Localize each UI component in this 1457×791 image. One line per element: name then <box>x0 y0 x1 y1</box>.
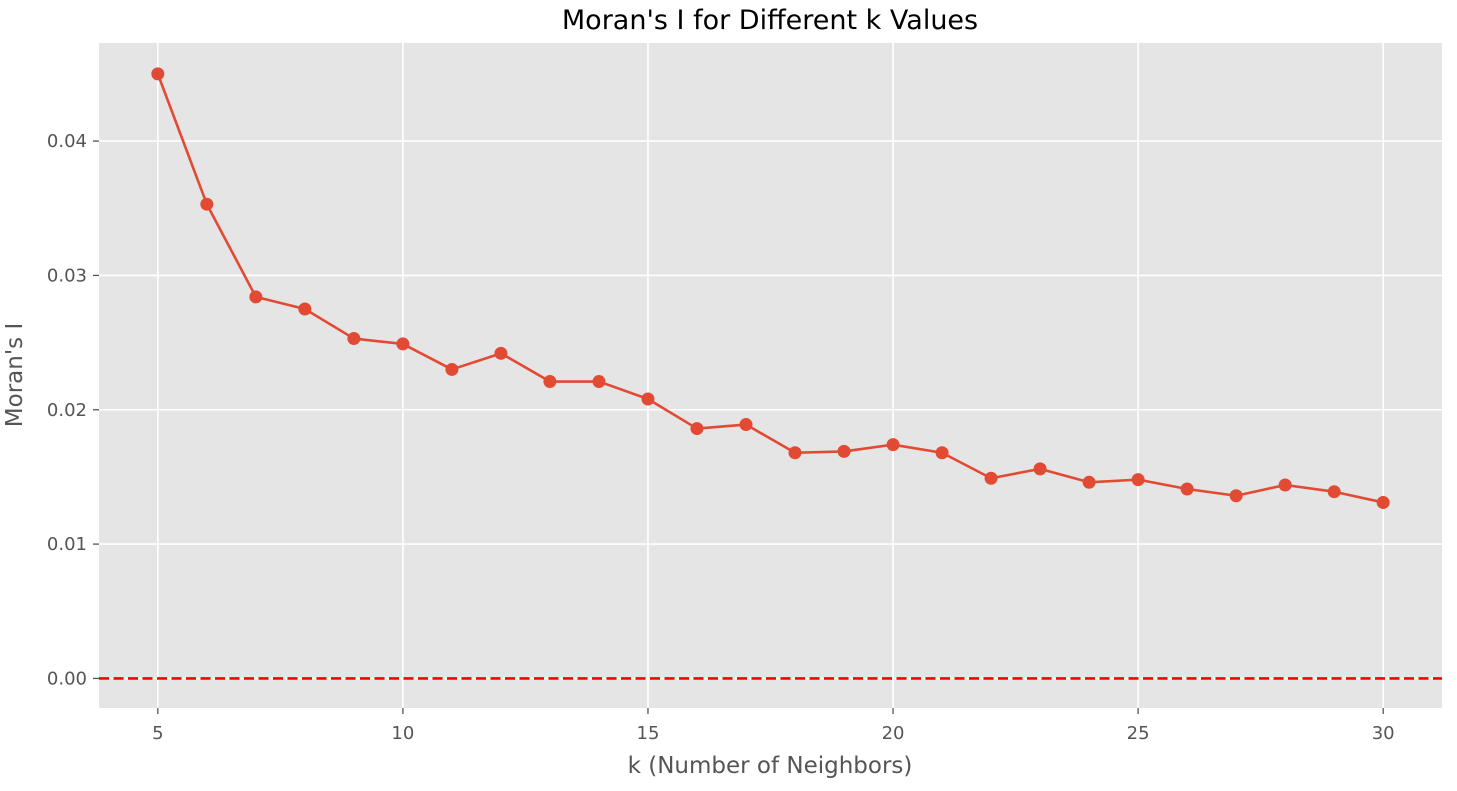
data-point <box>886 438 900 452</box>
y-tick-label: 0.00 <box>47 668 87 689</box>
y-tick-label: 0.03 <box>47 265 87 286</box>
x-tick-label: 20 <box>882 723 905 744</box>
data-point <box>837 444 851 458</box>
data-point <box>298 302 312 316</box>
x-axis-ticks: 5 10 15 20 25 30 <box>152 708 1395 744</box>
y-axis-ticks: 0.00 0.01 0.02 0.03 0.04 <box>47 131 99 689</box>
data-point <box>788 446 802 460</box>
y-tick-label: 0.04 <box>47 131 87 152</box>
data-point <box>445 362 459 376</box>
data-point <box>1082 475 1096 489</box>
x-tick-label: 25 <box>1127 723 1150 744</box>
data-point <box>592 375 606 389</box>
data-point <box>494 346 508 360</box>
data-point <box>1376 495 1390 509</box>
y-axis-label: Moran's I <box>2 323 28 427</box>
data-point <box>739 418 753 432</box>
y-tick-label: 0.01 <box>47 534 87 555</box>
data-point <box>200 197 214 211</box>
x-tick-label: 30 <box>1372 723 1395 744</box>
data-point <box>151 67 165 81</box>
x-tick-label: 10 <box>391 723 414 744</box>
data-point <box>984 471 998 485</box>
data-point <box>935 446 949 460</box>
chart-title: Moran's I for Different k Values <box>562 5 978 36</box>
y-tick-label: 0.02 <box>47 400 87 421</box>
x-tick-label: 5 <box>152 723 163 744</box>
data-point <box>1180 482 1194 496</box>
x-axis-label: k (Number of Neighbors) <box>628 753 913 779</box>
data-point <box>1327 485 1341 499</box>
data-point <box>543 375 557 389</box>
data-point <box>1229 489 1243 503</box>
data-point <box>249 290 263 304</box>
data-point <box>641 392 655 406</box>
data-point <box>396 337 410 351</box>
series-layer <box>151 67 1390 509</box>
data-point <box>1033 462 1047 476</box>
plot-area <box>99 43 1442 708</box>
data-point <box>1278 478 1292 492</box>
data-point <box>1131 473 1145 487</box>
data-point <box>347 332 361 346</box>
x-tick-label: 15 <box>637 723 660 744</box>
series-line <box>156 73 1384 504</box>
data-point <box>690 422 704 436</box>
